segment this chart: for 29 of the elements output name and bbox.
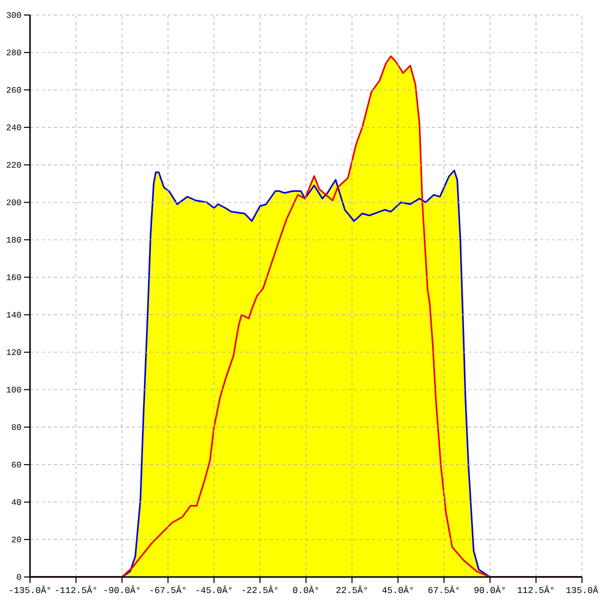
y-tick-label: 20 — [12, 536, 21, 542]
y-tick-label: 300 — [6, 12, 21, 18]
y-tick-label: 260 — [6, 87, 21, 93]
y-tick-label: 100 — [6, 386, 21, 393]
x-tick-label: -135.0Â° — [10, 586, 50, 594]
y-tick-label: 120 — [6, 349, 21, 356]
y-tick-label: 180 — [6, 236, 21, 243]
y-tick-label: 140 — [6, 312, 21, 318]
x-tick-label: -67.5Â° — [150, 586, 186, 594]
x-tick-label: -22.5Â° — [242, 586, 278, 594]
x-tick-label: 90.0Â° — [474, 586, 505, 594]
x-tick-label: 22.5Â° — [336, 586, 367, 594]
x-tick-label: 135.0Â — [566, 586, 598, 594]
y-tick-label: 60 — [12, 462, 21, 468]
x-tick-label: 0.0Â° — [293, 586, 318, 594]
x-tick-label: 112.5Â° — [518, 586, 554, 594]
x-tick-label: 45.0Â° — [382, 586, 413, 594]
x-tick-label: -112.5Â° — [56, 586, 96, 594]
y-tick-label: 280 — [6, 50, 21, 56]
y-tick-label: 220 — [6, 162, 21, 168]
y-tick-label: 160 — [6, 274, 21, 280]
y-tick-label: 80 — [12, 424, 21, 430]
y-tick-label: 240 — [6, 124, 21, 130]
x-tick-label: -45.0Â° — [196, 586, 232, 594]
y-tick-label: 200 — [6, 199, 21, 206]
x-tick-label: -90.0Â° — [104, 586, 140, 594]
y-tick-label: 40 — [12, 499, 21, 505]
y-tick-label: 0 — [16, 574, 21, 580]
x-tick-label: 67.5Â° — [428, 586, 459, 594]
